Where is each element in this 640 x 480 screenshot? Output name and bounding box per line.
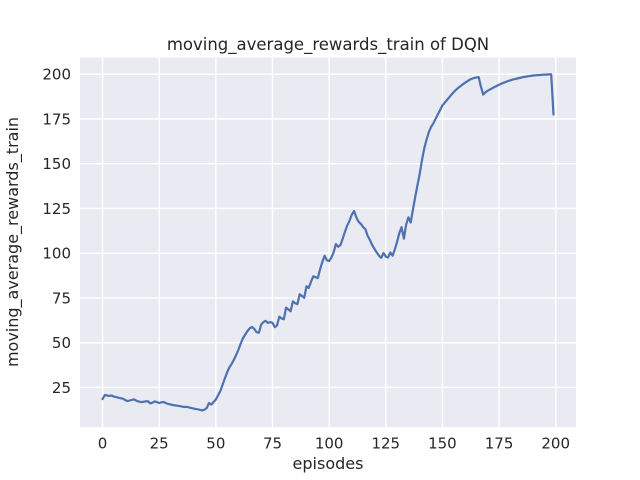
x-tick-label: 150 [428, 435, 457, 453]
y-tick-label: 75 [52, 289, 71, 307]
x-tick-label: 0 [98, 435, 108, 453]
reward-line [101, 73, 555, 412]
chart-title: moving_average_rewards_train of DQN [166, 35, 490, 54]
y-tick-label: 25 [52, 379, 71, 397]
x-tick-label: 100 [315, 435, 344, 453]
x-tick-label: 50 [206, 435, 225, 453]
x-tick-label: 75 [263, 435, 282, 453]
x-tick-label: 175 [485, 435, 514, 453]
y-tick-label: 150 [42, 155, 71, 173]
y-tick-label: 175 [42, 110, 71, 128]
y-axis-label: moving_average_rewards_train [3, 116, 22, 368]
x-tick-label: 200 [541, 435, 570, 453]
y-tick-label: 200 [42, 66, 71, 84]
plot-area [80, 57, 576, 428]
y-tick-label: 50 [52, 334, 71, 352]
x-tick-label: 25 [150, 435, 169, 453]
y-tick-label: 100 [42, 245, 71, 263]
y-tick-label: 125 [42, 200, 71, 218]
x-tick-label: 125 [371, 435, 400, 453]
x-axis-label: episodes [292, 454, 364, 473]
